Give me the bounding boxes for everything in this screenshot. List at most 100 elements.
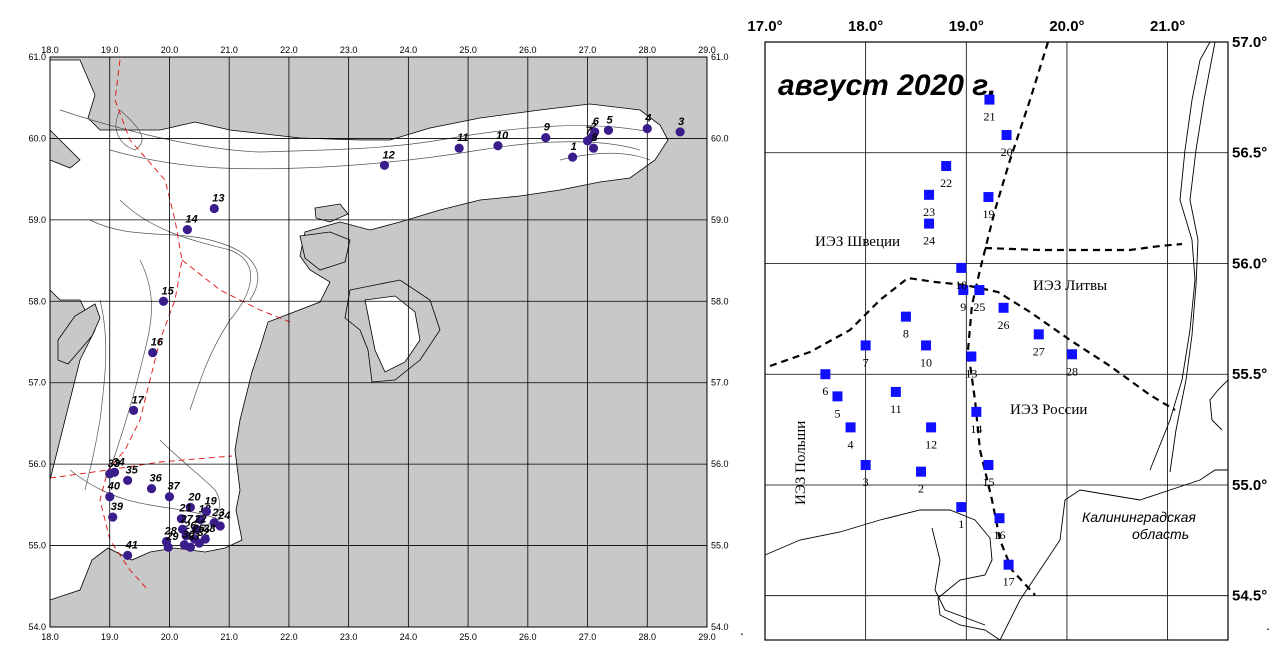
station-marker-left-15[interactable] xyxy=(158,296,169,306)
station-marker-left-18[interactable] xyxy=(195,514,206,525)
stray-dot-left: . xyxy=(740,622,744,638)
station-marker-left-13[interactable] xyxy=(209,203,219,214)
station-marker-left-24[interactable] xyxy=(215,521,225,531)
station-marker-left-19[interactable] xyxy=(201,506,212,516)
station-marker-left-16[interactable] xyxy=(148,347,158,358)
station-marker-left-3[interactable] xyxy=(675,127,685,137)
station-label-right-28: 28 xyxy=(1066,364,1078,378)
station-label-right-21: 21 xyxy=(983,110,995,124)
station-marker-right-19[interactable] xyxy=(983,192,994,203)
left-y-tick-left: 59.0 xyxy=(28,215,46,225)
left-y-tick-right: 61.0 xyxy=(711,52,729,62)
station-marker-right-7[interactable] xyxy=(860,340,871,351)
station-marker-right-3[interactable] xyxy=(860,460,871,471)
station-marker-right-13[interactable] xyxy=(966,351,977,362)
station-label-right-1: 1 xyxy=(958,517,964,531)
right-map-frame xyxy=(764,41,1229,641)
station-marker-left-22[interactable] xyxy=(191,524,201,534)
station-marker-right-1[interactable] xyxy=(956,502,967,513)
station-marker-left-41[interactable] xyxy=(123,550,133,560)
station-marker-right-25[interactable] xyxy=(974,285,985,296)
station-marker-right-22[interactable] xyxy=(941,161,952,172)
station-marker-right-27[interactable] xyxy=(1033,329,1044,340)
right-y-tick: 56.0° xyxy=(1232,255,1267,272)
station-marker-right-14[interactable] xyxy=(971,406,982,417)
station-marker-right-24[interactable] xyxy=(924,218,935,229)
left-x-tick-bottom: 24.0 xyxy=(400,632,418,642)
station-label-right-9: 9 xyxy=(960,300,966,314)
hiiumaa-island xyxy=(314,203,349,223)
station-marker-left-27[interactable] xyxy=(177,524,188,534)
station-label-left-27: 27 xyxy=(180,513,194,525)
station-marker-left-39[interactable] xyxy=(108,512,118,522)
left-y-tick-right: 57.0 xyxy=(711,378,729,388)
station-label-left-35: 35 xyxy=(126,464,139,476)
station-marker-right-15[interactable] xyxy=(983,460,994,471)
station-marker-right-21[interactable] xyxy=(984,94,995,105)
station-marker-left-40[interactable] xyxy=(105,492,115,502)
station-marker-right-2[interactable] xyxy=(916,466,927,477)
station-marker-left-20[interactable] xyxy=(185,502,195,512)
station-marker-left-7[interactable] xyxy=(582,136,593,146)
station-marker-left-37[interactable] xyxy=(164,492,175,502)
left-y-tick-right: 58.0 xyxy=(711,296,729,306)
station-marker-right-6[interactable] xyxy=(820,369,831,380)
station-label-right-4: 4 xyxy=(848,437,854,451)
station-marker-right-28[interactable] xyxy=(1066,349,1077,360)
left-y-tick-right: 60.0 xyxy=(711,133,729,143)
station-marker-left-9[interactable] xyxy=(541,133,551,143)
station-marker-right-20[interactable] xyxy=(1001,130,1012,141)
station-marker-right-8[interactable] xyxy=(900,311,911,322)
station-label-right-7: 7 xyxy=(863,355,869,369)
station-marker-left-38[interactable] xyxy=(200,534,210,544)
station-marker-right-23[interactable] xyxy=(924,189,935,200)
left-map-frame xyxy=(49,56,708,628)
station-marker-left-14[interactable] xyxy=(182,225,192,235)
station-marker-left-11[interactable] xyxy=(454,143,464,153)
kaliningrad-label-line1: Калининградская xyxy=(1082,509,1196,525)
station-marker-left-10[interactable] xyxy=(493,141,503,151)
station-marker-left-34[interactable] xyxy=(109,467,120,477)
station-marker-right-5[interactable] xyxy=(832,391,843,402)
station-marker-right-9[interactable] xyxy=(958,285,969,296)
station-marker-left-4[interactable] xyxy=(642,124,652,134)
station-marker-right-16[interactable] xyxy=(994,513,1005,524)
eez-boundaries xyxy=(49,59,291,591)
left-y-tick-left: 57.0 xyxy=(28,378,46,388)
station-marker-right-11[interactable] xyxy=(890,386,901,397)
station-label-left-38: 38 xyxy=(203,523,216,535)
station-marker-left-29[interactable] xyxy=(163,542,173,552)
station-marker-left-35[interactable] xyxy=(123,475,133,486)
station-marker-right-17[interactable] xyxy=(1003,559,1014,570)
left-map-sea xyxy=(49,59,669,601)
gotland-island xyxy=(57,303,101,365)
right-x-tick: 19.0° xyxy=(949,18,984,35)
station-marker-right-4[interactable] xyxy=(845,422,856,433)
station-marker-left-8[interactable] xyxy=(588,143,599,153)
station-label-left-7: 7 xyxy=(586,125,593,137)
station-marker-left-6[interactable] xyxy=(590,127,600,137)
left-x-tick-top: 27.0 xyxy=(579,45,597,55)
station-marker-left-5[interactable] xyxy=(603,125,614,135)
station-marker-right-26[interactable] xyxy=(998,302,1009,313)
station-marker-right-18[interactable] xyxy=(956,262,967,273)
kaliningrad-label-line2: область xyxy=(1132,526,1189,542)
station-marker-right-12[interactable] xyxy=(926,422,937,433)
station-label-left-2: 2 xyxy=(589,121,596,133)
station-marker-left-36[interactable] xyxy=(146,483,157,494)
station-label-left-21: 21 xyxy=(178,503,191,515)
station-marker-left-31[interactable] xyxy=(185,542,195,552)
left-x-tick-bottom: 18.0 xyxy=(41,632,59,642)
left-x-tick-top: 20.0 xyxy=(161,45,179,55)
station-marker-right-10[interactable] xyxy=(921,340,932,351)
station-label-left-5: 5 xyxy=(606,114,613,126)
left-x-tick-top: 18.0 xyxy=(41,45,59,55)
station-label-right-13: 13 xyxy=(965,367,977,381)
station-marker-left-12[interactable] xyxy=(379,160,390,170)
station-marker-left-17[interactable] xyxy=(129,405,139,415)
left-x-tick-bottom: 23.0 xyxy=(340,632,358,642)
station-marker-left-1[interactable] xyxy=(568,152,578,162)
station-label-left-17: 17 xyxy=(132,394,145,406)
station-marker-left-21[interactable] xyxy=(176,514,186,524)
left-x-tick-bottom: 22.0 xyxy=(280,632,298,642)
